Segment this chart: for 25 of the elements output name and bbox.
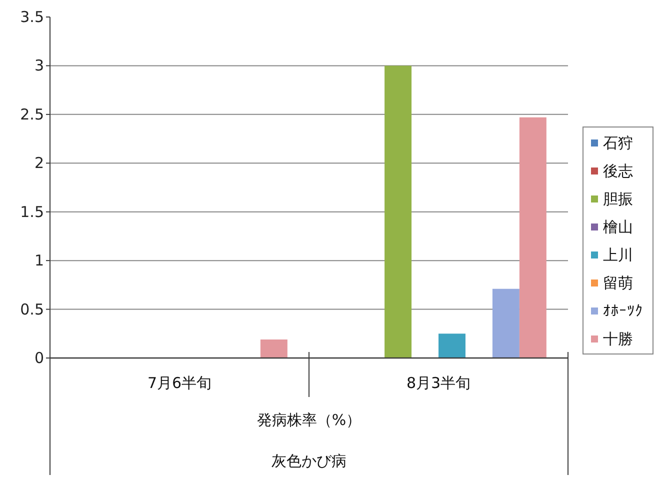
legend-label: 石狩 [603, 134, 633, 152]
legend-label: 後志 [603, 162, 633, 180]
y-tick-label: 3.5 [20, 8, 44, 26]
x-tick-label: 8月3半旬 [406, 374, 471, 392]
bar [384, 66, 412, 358]
bar [519, 117, 546, 358]
legend-label: 十勝 [603, 330, 633, 348]
y-tick-label: 0 [34, 349, 44, 367]
legend-label: 胆振 [603, 190, 633, 208]
bar [492, 288, 520, 358]
y-tick-label: 1 [34, 252, 44, 270]
y-tick-label: 2 [34, 154, 44, 172]
y-tick-label: 3 [34, 56, 44, 75]
legend-label: ｵﾎｰﾂｸ [603, 302, 643, 320]
x-axis-title: 発病株率（%） [256, 411, 362, 429]
x-tick-label: 7月6半旬 [147, 374, 212, 392]
bar [438, 334, 466, 358]
legend-label: 留萌 [603, 274, 633, 292]
y-tick-label: 2.5 [20, 105, 44, 124]
bar [260, 339, 288, 358]
text: 灰色かび病 [272, 452, 346, 470]
legend-label: 檜山 [603, 218, 633, 236]
legend-label: 上川 [603, 246, 633, 264]
y-tick-label: 1.5 [20, 202, 44, 221]
y-tick-label: 0.5 [20, 300, 44, 318]
